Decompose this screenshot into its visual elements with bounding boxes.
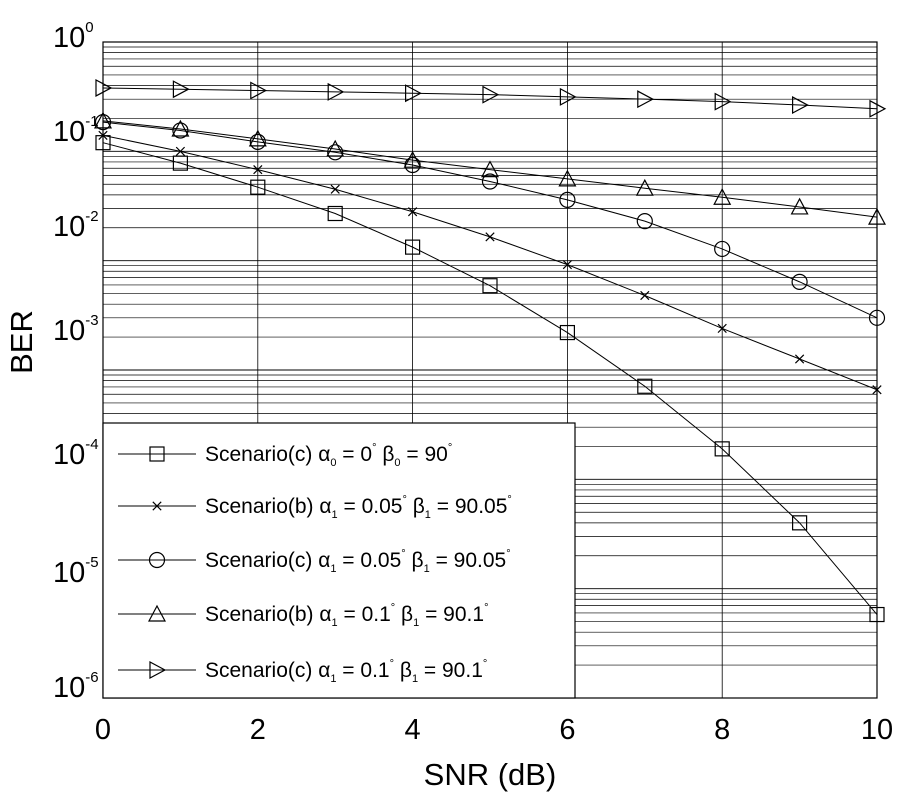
data-point (172, 122, 189, 139)
legend-entry: Scenario(b) α1 = 0.05° β1 = 90.05° (118, 494, 512, 521)
data-point (558, 169, 577, 187)
data-point (635, 178, 654, 196)
data-point (640, 290, 650, 301)
data-point (714, 240, 731, 258)
data-point (714, 441, 730, 457)
data-point (636, 213, 653, 230)
series-5 (95, 78, 887, 118)
series-line (102, 87, 878, 110)
x-tick-label: 2 (250, 714, 266, 746)
legend-label: Scenario(c) α0 = 0° β0 = 90° (205, 442, 452, 469)
data-point (790, 197, 809, 215)
data-point (250, 81, 268, 100)
legend-marker (148, 551, 166, 569)
x-axis-label: SNR (dB) (424, 757, 557, 792)
legend-marker (149, 661, 167, 679)
data-point (792, 96, 809, 115)
data-point (713, 188, 732, 205)
data-point (791, 515, 808, 531)
data-point (482, 85, 500, 104)
legend-label: Scenario(c) α1 = 0.1° β1 = 90.1° (205, 658, 487, 685)
legend-marker (152, 501, 162, 511)
data-point (714, 92, 732, 111)
legend-entry: Scenario(b) α1 = 0.1° β1 = 90.1° (118, 602, 488, 629)
data-point (559, 191, 576, 208)
data-point (481, 160, 499, 178)
data-point (405, 84, 422, 103)
x-tick-label: 4 (405, 714, 421, 746)
legend-entry: Scenario(c) α1 = 0.05° β1 = 90.05° (118, 548, 511, 575)
legend-label: Scenario(b) α1 = 0.1° β1 = 90.1° (205, 602, 488, 629)
data-point (485, 232, 495, 242)
tick-labels: 0 2 4 6 8 10 100 10-1 10-2 10-3 10-4 10-5 10-6 (53, 19, 893, 746)
series-4 (94, 111, 886, 225)
y-tick-label: 10-5 (53, 554, 99, 589)
series-2 (98, 130, 882, 395)
data-point (562, 260, 573, 270)
legend-marker (148, 604, 166, 622)
data-point (248, 129, 267, 147)
data-point (637, 378, 653, 394)
y-tick-label: 10-2 (53, 208, 99, 243)
legend-entry: Scenario(c) α1 = 0.1° β1 = 90.1° (118, 658, 487, 685)
y-tick-label: 10-1 (53, 113, 99, 148)
legend-label: Scenario(c) α1 = 0.05° β1 = 90.05° (205, 548, 511, 575)
legend-label: Scenario(b) α1 = 0.05° β1 = 90.05° (205, 494, 512, 521)
data-point (172, 155, 188, 171)
data-point (171, 119, 190, 137)
y-tick-label: 10-3 (53, 312, 99, 347)
y-axis-label: BER (4, 310, 39, 374)
series-1 (95, 135, 885, 623)
y-tick-label: 100 (53, 19, 94, 54)
data-point (326, 139, 345, 157)
data-point (250, 179, 266, 195)
x-tick-label: 8 (714, 714, 730, 746)
data-point (791, 273, 808, 290)
series-layer (94, 78, 887, 623)
data-point (327, 144, 344, 161)
data-point (559, 324, 576, 341)
legend-entry: Scenario(c) α0 = 0° β0 = 90° (118, 442, 452, 469)
data-point (403, 150, 422, 168)
data-point (405, 239, 421, 255)
data-point (481, 173, 499, 190)
legend-marker (149, 446, 165, 462)
data-point (172, 80, 190, 99)
y-tick-label: 10-6 (53, 669, 99, 704)
data-point (330, 184, 340, 194)
x-tick-label: 0 (95, 714, 111, 746)
series-line (102, 121, 878, 319)
y-tick-label: 10-4 (53, 436, 99, 471)
x-tick-label: 6 (559, 714, 575, 746)
legend: Scenario(c) α0 = 0° β0 = 90° Scenario(b) … (102, 422, 576, 699)
series-line (102, 120, 878, 218)
data-point (253, 165, 263, 175)
data-point (794, 354, 805, 364)
data-point (559, 87, 577, 106)
data-point (717, 323, 727, 334)
data-point (407, 207, 418, 217)
data-point (482, 278, 498, 294)
data-point (327, 205, 343, 222)
x-tick-label: 10 (861, 714, 893, 746)
data-point (327, 82, 345, 101)
data-point (175, 146, 186, 156)
data-point (637, 90, 655, 109)
data-point (249, 133, 266, 150)
series-line (102, 142, 878, 615)
